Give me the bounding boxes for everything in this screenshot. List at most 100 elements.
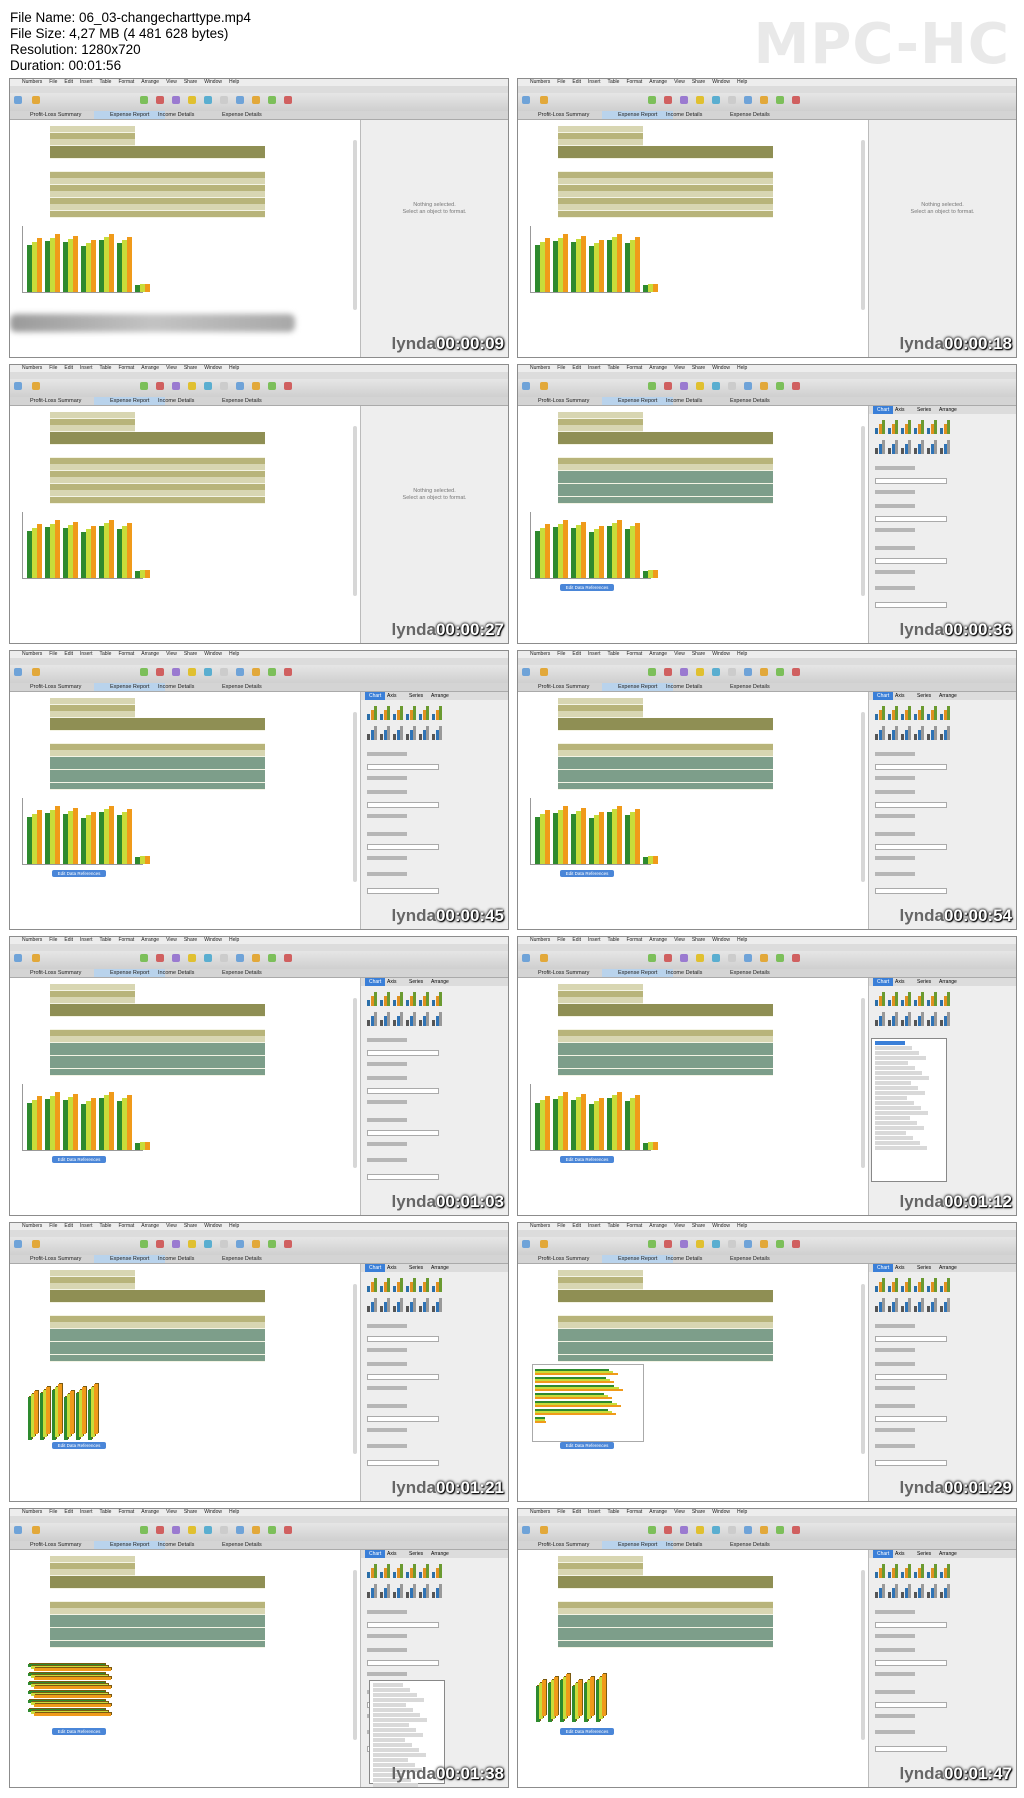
chart-style-swatch[interactable] [432,724,443,740]
menu-item[interactable]: Edit [64,1223,73,1229]
menu-item[interactable]: Insert [79,937,93,943]
chart-style-swatch[interactable] [927,1276,938,1292]
inspector-option-row[interactable] [875,844,947,850]
menu-item[interactable]: Share [183,79,198,85]
toolbar-icon[interactable] [540,668,548,676]
toolbar-icon[interactable] [204,1240,212,1248]
toolbar-icon[interactable] [728,954,736,962]
menu-item[interactable]: Table [607,1509,620,1515]
edit-data-references-button[interactable]: Edit Data References [560,1728,614,1735]
toolbar-icon[interactable] [744,382,752,390]
toolbar-icon[interactable] [188,668,196,676]
menu-item[interactable]: Share [183,937,198,943]
toolbar-icon[interactable] [712,1526,720,1534]
toolbar-icon[interactable] [268,954,276,962]
sheet-tab[interactable]: Expense Report [94,683,166,691]
toolbar-icon[interactable] [268,1240,276,1248]
inspector-tab[interactable]: Arrange [939,1551,957,1557]
inspector-tab[interactable]: Arrange [431,693,449,699]
inspector-option-row[interactable] [875,1460,947,1466]
chart-style-swatch[interactable] [940,704,951,720]
chart-style-swatch[interactable] [393,724,404,740]
inspector-tab[interactable]: Axis [387,693,397,699]
chart-style-swatch[interactable] [927,1010,938,1026]
menu-item[interactable]: View [674,365,685,371]
toolbar-icon[interactable] [680,954,688,962]
inspector-tab[interactable]: Axis [895,979,905,985]
toolbar-icon[interactable] [664,954,672,962]
sheet-tab[interactable]: Income Details [666,1256,703,1262]
edit-data-references-button[interactable]: Edit Data References [52,1442,106,1449]
chart-style-swatch[interactable] [901,1562,912,1578]
toolbar-icon[interactable] [648,668,656,676]
menu-item[interactable]: Window [204,1509,222,1515]
chart-style-swatch[interactable] [875,704,886,720]
inspector-tab[interactable]: Arrange [431,1265,449,1271]
inspector-tab[interactable]: Series [409,1265,424,1271]
chart-style-swatch[interactable] [406,724,417,740]
menu-item[interactable]: Arrange [141,79,160,85]
toolbar-icon[interactable] [156,1240,164,1248]
chart-style-swatch[interactable] [419,1562,430,1578]
inspector-option-row[interactable] [367,844,439,850]
menu-item[interactable]: Window [712,1509,730,1515]
toolbar-icon[interactable] [32,382,40,390]
inspector-option-row[interactable] [875,1660,947,1666]
chart-style-swatch[interactable] [393,1582,404,1598]
sheet-tab[interactable]: Profit-Loss Summary [30,112,82,118]
dropdown-option[interactable] [875,1046,912,1050]
toolbar-icon[interactable] [284,382,292,390]
sheet-tab[interactable]: Income Details [666,970,703,976]
menu-item[interactable]: Edit [572,1223,581,1229]
toolbar-icon[interactable] [284,96,292,104]
toolbar-icon[interactable] [776,954,784,962]
vertical-scrollbar[interactable] [861,426,865,596]
menu-item[interactable]: Insert [79,365,93,371]
toolbar-icon[interactable] [268,96,276,104]
menu-item[interactable]: Format [626,651,643,657]
inspector-tab[interactable]: Chart [365,692,386,700]
chart-style-swatch[interactable] [927,418,938,434]
toolbar-icon[interactable] [156,382,164,390]
chart-type-dropdown[interactable] [369,1680,445,1787]
menu-item[interactable]: Numbers [22,651,43,657]
inspector-tab[interactable]: Chart [873,406,894,414]
sheet-tab[interactable]: Income Details [158,970,195,976]
inspector-option-row[interactable] [875,478,947,484]
inspector-tab[interactable]: Chart [873,692,894,700]
inspector-tab[interactable]: Series [409,979,424,985]
menu-item[interactable]: Arrange [649,1223,668,1229]
menu-item[interactable]: File [49,365,58,371]
toolbar-icon[interactable] [792,382,800,390]
inspector-tab[interactable]: Chart [873,1550,894,1558]
inspector-tab[interactable]: Axis [895,1265,905,1271]
dropdown-option[interactable] [875,1051,919,1055]
menu-item[interactable]: View [674,937,685,943]
menu-item[interactable]: Edit [64,365,73,371]
toolbar-icon[interactable] [156,1526,164,1534]
dropdown-option[interactable] [373,1743,412,1747]
menu-item[interactable]: Help [736,651,748,657]
chart-style-swatch[interactable] [419,1276,430,1292]
dropdown-option[interactable] [373,1688,410,1692]
chart-style-swatch[interactable] [419,990,430,1006]
chart-style-swatch[interactable] [406,1296,417,1312]
chart-style-swatch[interactable] [406,1276,417,1292]
sheet-tab[interactable]: Expense Details [730,1256,770,1262]
chart-style-swatch[interactable] [875,724,886,740]
toolbar-icon[interactable] [664,1240,672,1248]
toolbar-icon[interactable] [664,96,672,104]
menu-item[interactable]: Format [626,1223,643,1229]
toolbar-icon[interactable] [220,1240,228,1248]
dropdown-option[interactable] [875,1076,929,1080]
toolbar-icon[interactable] [32,954,40,962]
chart-style-swatch[interactable] [901,1276,912,1292]
menu-item[interactable]: Edit [64,937,73,943]
inspector-tab[interactable]: Series [409,693,424,699]
toolbar-icon[interactable] [728,1526,736,1534]
sheet-tab[interactable]: Profit-Loss Summary [538,398,590,404]
toolbar-icon[interactable] [32,668,40,676]
menu-item[interactable]: Arrange [141,365,160,371]
toolbar-icon[interactable] [522,382,530,390]
toolbar-icon[interactable] [792,1526,800,1534]
